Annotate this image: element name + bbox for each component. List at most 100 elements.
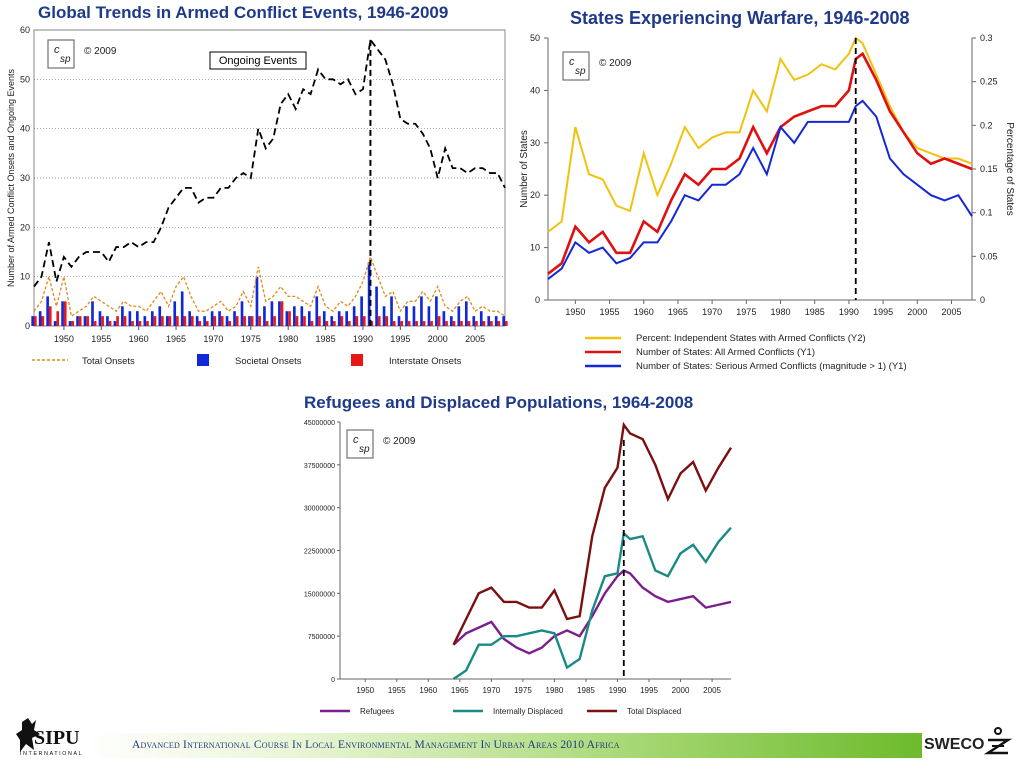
y-tick-label: 0 bbox=[25, 321, 30, 331]
x-tick-label: 1975 bbox=[736, 307, 756, 317]
chart3-title: Refugees and Displaced Populations, 1964… bbox=[304, 393, 694, 412]
csp-logo-icon bbox=[47, 39, 75, 69]
interstate-bar bbox=[407, 321, 411, 326]
y2-tick-label: 0.2 bbox=[980, 120, 993, 130]
legend-societal-swatch bbox=[197, 354, 209, 366]
societal-bar bbox=[315, 296, 319, 326]
x-tick-label: 1980 bbox=[771, 307, 791, 317]
societal-bar bbox=[68, 321, 72, 326]
interstate-bar bbox=[101, 316, 104, 326]
interstate-bar bbox=[220, 316, 224, 326]
y-tick-label: 40 bbox=[530, 85, 540, 95]
societal-bar bbox=[450, 316, 453, 326]
societal-bar bbox=[180, 291, 184, 326]
societal-bar bbox=[420, 296, 423, 326]
course-title: Advanced International Course In Local E… bbox=[132, 739, 620, 751]
y-tick-label: 15000000 bbox=[304, 591, 335, 598]
legend-label: Internally Displaced bbox=[493, 707, 563, 716]
y-axis-label: Number of Armed Conflict Onsets and Ongo… bbox=[6, 68, 16, 287]
x-tick-label: 2005 bbox=[941, 307, 961, 317]
societal-bar bbox=[263, 306, 266, 326]
societal-bar bbox=[322, 311, 326, 326]
societal-bar bbox=[405, 306, 408, 326]
interstate-bar bbox=[333, 321, 336, 326]
societal-bar bbox=[38, 311, 42, 326]
y-tick-label: 37500000 bbox=[304, 463, 335, 470]
series-line-2 bbox=[452, 421, 733, 646]
societal-bar bbox=[83, 316, 87, 326]
interstate-bar bbox=[146, 321, 149, 326]
sipu-logo-icon bbox=[16, 718, 40, 752]
y2-tick-label: 0.1 bbox=[980, 208, 993, 218]
interstate-bar bbox=[437, 316, 441, 326]
societal-bar bbox=[337, 311, 341, 326]
x-tick-label: 1955 bbox=[91, 334, 111, 344]
interstate-bar bbox=[41, 316, 45, 326]
interstate-bar bbox=[123, 316, 127, 326]
interstate-bar bbox=[385, 316, 389, 326]
legend-label: Total Displaced bbox=[627, 707, 681, 716]
interstate-bar bbox=[430, 321, 433, 326]
x-tick-label: 1950 bbox=[54, 334, 74, 344]
societal-bar bbox=[412, 306, 416, 326]
chart1-title: Global Trends in Armed Conflict Events, … bbox=[38, 3, 449, 22]
series-line-1 bbox=[452, 526, 732, 680]
interstate-bar bbox=[176, 316, 179, 326]
x-tick-label: 1980 bbox=[546, 686, 564, 695]
y2-tick-label: 0.3 bbox=[980, 33, 993, 43]
csp-logo-letter: sp bbox=[575, 66, 586, 77]
societal-bar bbox=[307, 311, 311, 326]
societal-bar bbox=[106, 316, 109, 326]
chart2-title: States Experiencing Warfare, 1946-2008 bbox=[570, 8, 910, 28]
societal-bar bbox=[255, 276, 259, 326]
interstate-bar bbox=[370, 321, 374, 326]
interstate-bar bbox=[56, 311, 60, 326]
societal-bar bbox=[53, 321, 57, 326]
total-onsets-line bbox=[33, 254, 506, 318]
conflict-events-chart: 0 10 20 30 40 50 60 1950 1955 1960 1965 1970 1975 198… bbox=[6, 25, 508, 367]
societal-bar bbox=[98, 311, 102, 326]
csp-logo-icon bbox=[562, 51, 590, 81]
x-tick-label: 1985 bbox=[316, 334, 336, 344]
societal-bar bbox=[158, 306, 162, 326]
x-tick-label: 1985 bbox=[805, 307, 825, 317]
y2-tick-label: 0 bbox=[980, 295, 985, 305]
y2-axis-label: Percentage of States bbox=[1004, 122, 1015, 215]
interstate-bar bbox=[340, 316, 344, 326]
y-tick-label: 45000000 bbox=[304, 420, 335, 427]
plot-area bbox=[33, 29, 506, 327]
interstate-bar bbox=[235, 316, 239, 326]
interstate-bar bbox=[318, 316, 321, 326]
x-tick-label: 1970 bbox=[702, 307, 722, 317]
y-tick-label: 0 bbox=[331, 677, 335, 684]
interstate-bar bbox=[325, 321, 329, 326]
sipu-logo-subtext: INTERNATIONAL bbox=[20, 751, 84, 757]
interstate-bar bbox=[288, 311, 291, 326]
interstate-bar bbox=[497, 321, 501, 326]
interstate-bar bbox=[198, 321, 202, 326]
interstate-bar bbox=[78, 316, 82, 326]
y-tick-label: 10 bbox=[20, 272, 30, 282]
x-tick-label: 1990 bbox=[353, 334, 373, 344]
societal-bar bbox=[165, 316, 169, 326]
societal-bar bbox=[300, 306, 304, 326]
csp-logo-letter: sp bbox=[359, 444, 370, 455]
societal-bar bbox=[136, 311, 139, 326]
csp-logo-letter: c bbox=[54, 44, 60, 56]
interstate-bar bbox=[400, 321, 403, 326]
interstate-bar bbox=[295, 316, 299, 326]
copyright-text: © 2009 bbox=[599, 58, 632, 69]
societal-bar bbox=[278, 301, 281, 326]
series-line-2 bbox=[547, 99, 973, 280]
societal-bar bbox=[345, 311, 348, 326]
interstate-bar bbox=[108, 321, 112, 326]
x-tick-label: 1995 bbox=[640, 686, 658, 695]
societal-bar bbox=[285, 311, 289, 326]
interstate-bar bbox=[63, 301, 67, 326]
interstate-bar bbox=[213, 316, 217, 326]
y-tick-label: 30 bbox=[530, 138, 540, 148]
societal-bar bbox=[248, 316, 251, 326]
societal-bar bbox=[188, 311, 191, 326]
legend-label: Percent: Independent States with Armed C… bbox=[636, 333, 866, 344]
societal-bar bbox=[76, 316, 79, 326]
